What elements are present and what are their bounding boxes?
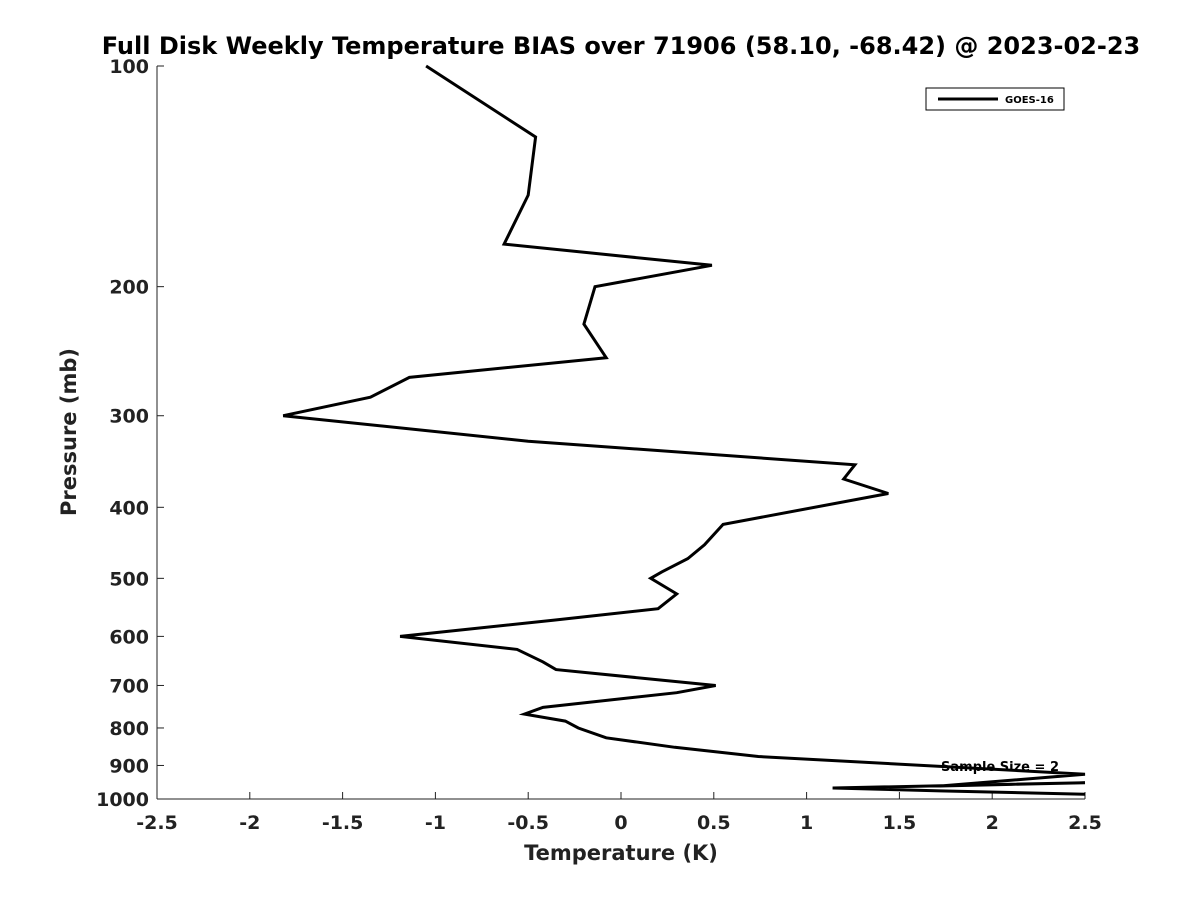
x-tick-label: 0.5 [697,812,731,834]
plot-area: -2.5 -2 -1.5 -1 -0.5 0 0.5 1 1.5 2 2.5 100 200 300 40… [96,56,1102,834]
y-tick-label: 400 [109,497,149,519]
x-tick-label: 2.5 [1068,812,1102,834]
y-tick-label: 500 [109,568,149,590]
chart-title: Full Disk Weekly Temperature BIAS over 7… [102,32,1141,60]
y-tick-label: 800 [109,718,149,740]
series-line-goes-16 [282,64,1086,796]
x-tick-label: 1 [800,812,813,834]
x-axis-label: Temperature (K) [524,841,718,865]
y-axis-ticks: 100 200 300 400 500 600 700 800 900 1000 [96,56,164,811]
x-tick-label: -2.5 [136,812,178,834]
x-tick-label: -1.5 [322,812,364,834]
legend-label-goes-16: GOES-16 [1005,95,1054,106]
y-tick-label: 700 [109,675,149,697]
y-tick-label: 200 [109,277,149,299]
x-tick-label: 1.5 [883,812,917,834]
y-axis-label: Pressure (mb) [57,348,81,516]
y-tick-label: 100 [109,56,149,78]
sample-size-annotation: Sample Size = 2 [941,760,1059,775]
y-tick-label: 600 [109,626,149,648]
x-axis-ticks: -2.5 -2 -1.5 -1 -0.5 0 0.5 1 1.5 2 2.5 [136,792,1102,834]
y-tick-label: 300 [109,406,149,428]
x-tick-label: -1 [425,812,446,834]
x-tick-label: -0.5 [507,812,549,834]
legend: GOES-16 [925,87,1065,111]
x-tick-label: 2 [986,812,999,834]
x-tick-label: 0 [614,812,627,834]
y-tick-label: 1000 [96,789,149,811]
x-tick-label: -2 [239,812,260,834]
y-tick-label: 900 [109,755,149,777]
series-layer [282,64,1086,796]
